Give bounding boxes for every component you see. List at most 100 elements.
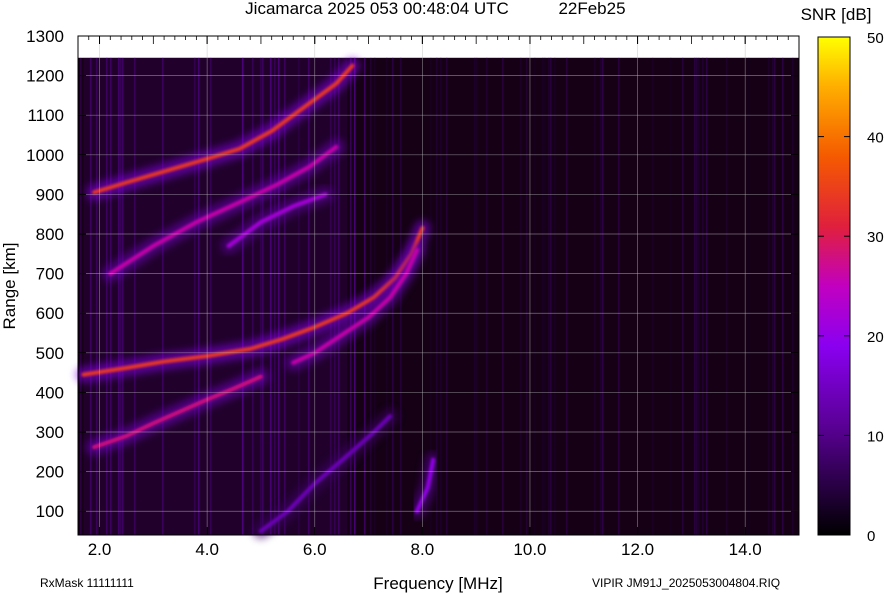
y-tick-label: 900	[36, 185, 64, 204]
noise-streak	[334, 57, 336, 536]
file-label: VIPIR JM91J_2025053004804.RIQ	[592, 576, 780, 590]
noise-streak	[278, 57, 280, 536]
noise-streak	[284, 57, 286, 536]
x-tick-label: 6.0	[303, 540, 327, 559]
colorbar-tick-label: 20	[867, 329, 884, 346]
noise-streak	[308, 57, 310, 536]
noise-streak	[252, 57, 254, 536]
noise-streak	[502, 57, 504, 536]
noise-streak	[618, 57, 620, 536]
y-tick-label: 500	[36, 344, 64, 363]
noise-streak	[694, 57, 696, 536]
y-tick-label: 400	[36, 383, 64, 402]
noise-streak	[298, 57, 300, 536]
trace-o-E	[92, 374, 263, 450]
noise-streak	[350, 57, 352, 536]
y-tick-label: 1000	[26, 146, 64, 165]
y-tick-label: 1100	[27, 106, 64, 125]
noise-streak	[242, 57, 244, 536]
noise-streak	[652, 57, 654, 536]
noise-streak	[122, 57, 124, 536]
noise-streak	[106, 57, 108, 536]
x-tick-label: 8.0	[411, 540, 435, 559]
noise-streak	[338, 57, 340, 536]
noise-streak	[774, 57, 776, 536]
noise-streak	[80, 57, 82, 536]
noise-streak	[430, 57, 432, 536]
noise-streak	[474, 57, 476, 536]
noise-streak	[400, 57, 402, 536]
y-tick-label: 100	[36, 502, 64, 521]
y-tick-label: 800	[36, 225, 64, 244]
y-tick-label: 300	[36, 423, 64, 442]
rxmask-label: RxMask 11111111	[40, 576, 134, 590]
noise-streak	[698, 57, 700, 536]
x-tick-label: 2.0	[88, 540, 112, 559]
y-axis-ticks: 100 200 300 400 500 600 700 800 900 1000 1100 1200 1…	[26, 27, 799, 521]
y-tick-label: 600	[36, 304, 64, 323]
trace-o-F1-2hop	[92, 63, 355, 195]
noise-streak	[260, 57, 262, 536]
echo-traces	[75, 57, 442, 539]
x-tick-label: 4.0	[195, 540, 219, 559]
noise-streak	[262, 57, 264, 536]
noise-streak	[670, 57, 672, 536]
noise-streak	[274, 57, 276, 536]
noise-streak	[476, 57, 478, 536]
noise-streak	[682, 57, 684, 536]
noise-streak	[550, 57, 552, 536]
noise-streak	[198, 57, 200, 536]
colorbar-tick-label: 30	[867, 229, 884, 246]
noise-streak	[602, 57, 604, 536]
y-tick-label: 1200	[26, 67, 64, 86]
noise-layer	[80, 57, 794, 536]
noise-streak	[194, 57, 196, 536]
noise-streak	[566, 57, 568, 536]
noise-streak	[792, 57, 794, 536]
colorbar-tick-label: 50	[867, 30, 884, 47]
y-axis-label: Range [km]	[0, 243, 19, 330]
colorbar-ticks: 0 10 20 30 40 50	[818, 30, 884, 545]
colorbar-label: SNR [dB]	[801, 5, 872, 24]
plot-frame	[77, 35, 800, 536]
noise-streak	[330, 57, 332, 536]
y-tick-label: 1300	[26, 27, 64, 46]
trace-o-2hop-b	[108, 144, 339, 276]
noise-streak	[726, 57, 728, 536]
noise-streak	[96, 57, 98, 536]
noise-streak	[594, 57, 596, 536]
noise-streak	[768, 57, 770, 536]
noise-streak	[526, 57, 528, 536]
noise-streak	[782, 57, 784, 536]
noise-streak	[600, 57, 602, 536]
noise-streak	[520, 57, 522, 536]
noise-streak	[446, 57, 448, 536]
y-tick-label: 200	[36, 463, 64, 482]
colorbar-tick-label: 40	[867, 130, 884, 147]
noise-streak	[548, 57, 550, 536]
noise-streak	[162, 57, 164, 536]
noise-streak	[118, 57, 120, 536]
noise-streak	[110, 57, 112, 536]
trace-E-multi	[258, 414, 393, 533]
colorbar-tick-label: 0	[867, 528, 875, 545]
noise-streak	[210, 57, 212, 536]
x-tick-label: 10.0	[513, 540, 546, 559]
chart-title: Jicamarca 2025 053 00:48:04 UTC	[245, 0, 509, 18]
noise-streak	[554, 57, 556, 536]
noise-streak	[354, 57, 356, 536]
diffuse-region	[83, 57, 348, 536]
noise-streak	[542, 57, 544, 536]
x-tick-label: 12.0	[621, 540, 654, 559]
noise-streak	[270, 57, 272, 536]
colorbar	[817, 36, 851, 536]
noise-streak	[544, 57, 546, 536]
noise-streak	[702, 57, 704, 536]
noise-streak	[134, 57, 136, 536]
noise-streak	[748, 57, 750, 536]
noise-streak	[706, 57, 708, 536]
noise-streak	[90, 57, 92, 536]
x-tick-label: 14.0	[729, 540, 762, 559]
colorbar-tick-label: 10	[867, 428, 884, 445]
